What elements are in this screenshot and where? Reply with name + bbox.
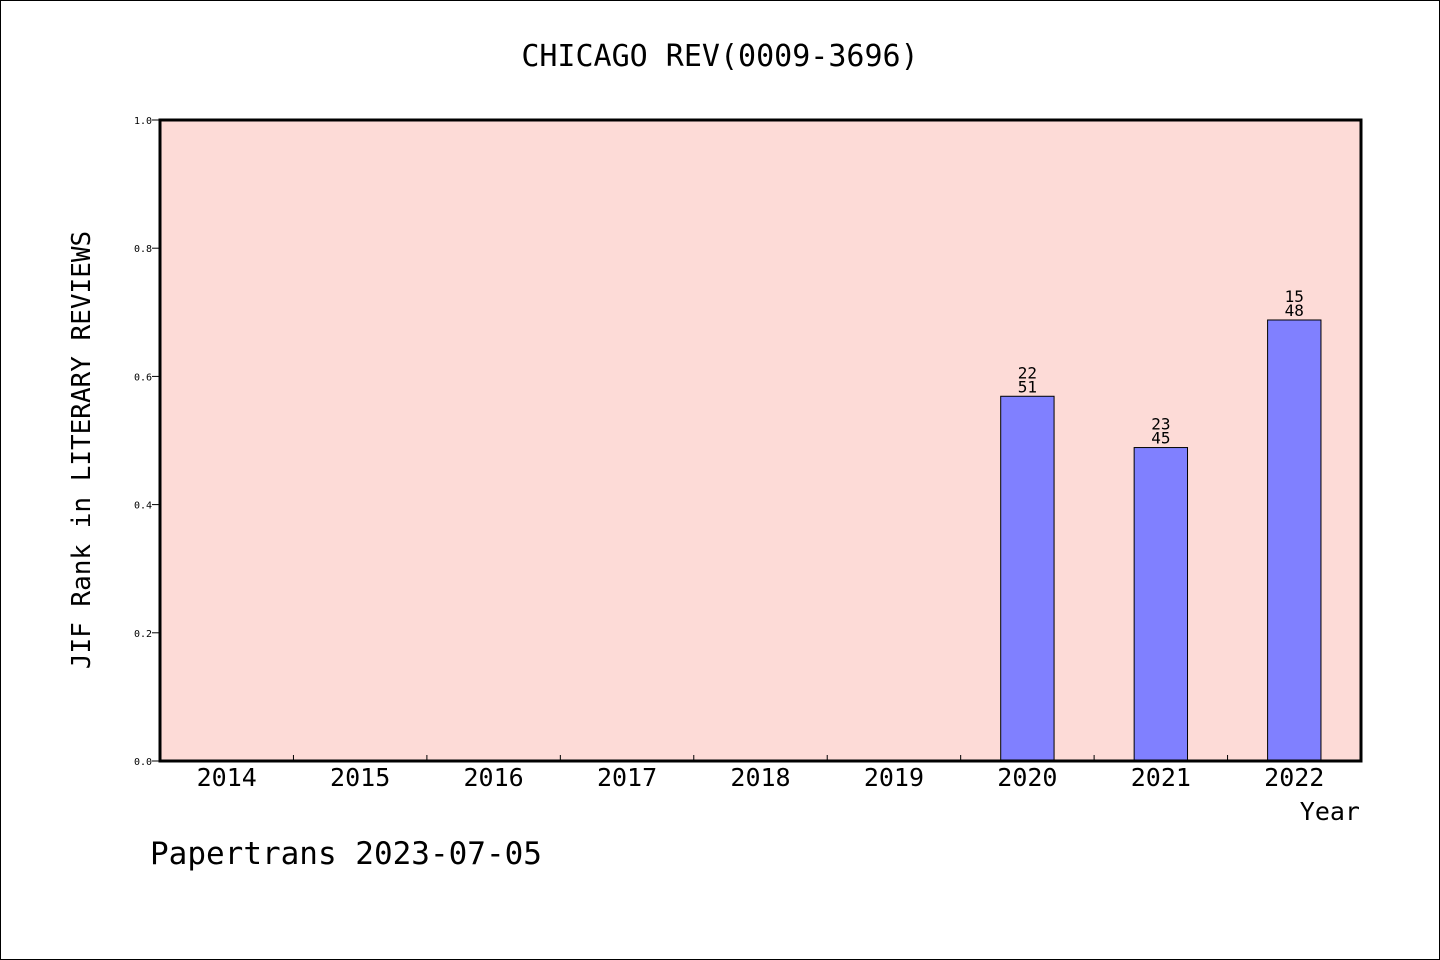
bar <box>1133 447 1189 762</box>
y-tick-label: 0.0 <box>134 757 152 768</box>
x-axis-label: Year <box>1300 797 1360 826</box>
x-tick-label: 2019 <box>864 763 924 792</box>
bar-label-rank: 22 <box>1018 363 1037 382</box>
bar-label-total: 48 <box>1285 301 1304 320</box>
bar-label-rank: 15 <box>1285 287 1304 306</box>
plot-border <box>158 118 1363 763</box>
bar-label-total: 45 <box>1151 429 1170 448</box>
footer-credit: Papertrans 2023-07-05 <box>150 836 542 872</box>
x-tick-label: 2014 <box>197 763 257 792</box>
y-tick-label: 0.8 <box>134 244 152 255</box>
y-tick-label: 0.2 <box>134 629 152 640</box>
x-tick-label: 2015 <box>330 763 390 792</box>
chart-title: CHICAGO REV(0009-3696) <box>521 39 918 74</box>
x-tick-label: 2022 <box>1264 763 1324 792</box>
bar-label-rank: 23 <box>1151 415 1170 434</box>
y-tick-label: 0.6 <box>134 372 152 383</box>
bar <box>1267 319 1322 762</box>
x-tick-label: 2020 <box>997 763 1057 792</box>
y-tick-label: 0.4 <box>134 501 152 512</box>
x-tick-label: 2017 <box>597 763 657 792</box>
y-tick-label: 1.0 <box>134 116 152 127</box>
x-tick-label: 2018 <box>730 763 790 792</box>
x-tick-label: 2016 <box>464 763 524 792</box>
bar <box>1000 395 1055 762</box>
y-axis-label: JIF Rank in LITERARY REVIEWS <box>67 231 97 669</box>
bar-label-total: 51 <box>1018 377 1037 396</box>
x-tick-label: 2021 <box>1131 763 1191 792</box>
